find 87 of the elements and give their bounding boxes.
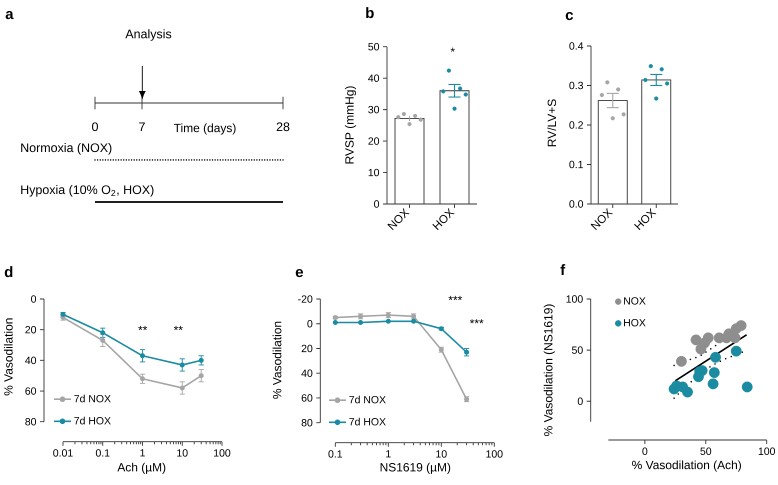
- point: [708, 378, 718, 390]
- y-tick-label: 60: [302, 394, 312, 402]
- chart-title: e: [296, 268, 303, 278]
- point: [358, 320, 364, 326]
- point: [708, 367, 720, 378]
- point: [742, 382, 753, 392]
- point: [411, 318, 416, 324]
- y-tick-label: 0.2: [569, 121, 583, 129]
- annotation: *: [450, 48, 455, 52]
- y-tick-label: 20: [368, 137, 380, 145]
- y-tick-label: 0.0: [569, 200, 584, 208]
- x-axis-title: % Vasodilation (Ach): [632, 460, 741, 472]
- x-axis-title: Ach (µM): [117, 462, 166, 474]
- point: [180, 385, 185, 390]
- chart-title: f: [560, 264, 566, 276]
- annotation: ***: [448, 296, 462, 300]
- legend-label: NOX: [624, 297, 646, 305]
- y-tick-label: 0.4: [569, 42, 584, 50]
- y-tick-label: 20: [302, 344, 312, 352]
- y-tick-label: 100: [566, 295, 583, 303]
- point: [736, 320, 747, 331]
- y-tick-label: 0: [31, 295, 36, 303]
- y-tick-label: 0: [307, 320, 312, 328]
- legend-label: 7d HOX: [74, 416, 111, 424]
- y-tick-label: 0.3: [569, 82, 584, 90]
- y-axis-title: % Vasodilation (NS1619): [544, 304, 555, 436]
- y-tick-label: 40: [301, 370, 312, 377]
- chart-title: c: [566, 12, 574, 20]
- legend-label: 7d NOX: [349, 396, 386, 404]
- x-tick-label: 0: [642, 448, 648, 455]
- y-tick-label: 40: [25, 356, 36, 364]
- point: [730, 346, 742, 357]
- point: [682, 386, 693, 398]
- x-tick-label: 1: [140, 449, 145, 456]
- point: [180, 362, 185, 368]
- annotation: **: [138, 326, 148, 330]
- y-tick-label: 0: [578, 398, 583, 405]
- legend-label: 7d HOX: [349, 418, 386, 426]
- x-tick-label: 7: [139, 122, 145, 132]
- point: [702, 332, 714, 344]
- chart-title: a: [6, 10, 14, 20]
- y-tick-label: 40: [368, 74, 380, 82]
- text: Analysis: [125, 29, 172, 41]
- x-tick-label: 1: [386, 450, 391, 458]
- chart-title: d: [4, 266, 12, 278]
- y-axis-title: % Vasodilation: [272, 322, 282, 399]
- y-tick-label: 60: [25, 387, 36, 395]
- x-tick-label: 0.01: [53, 449, 73, 457]
- x-tick-label: 0.1: [96, 449, 110, 457]
- annotation: ***: [470, 319, 484, 324]
- y-tick-label: 80: [302, 419, 312, 426]
- y-tick-label: -20: [298, 295, 312, 303]
- y-tick-label: 0.1: [569, 160, 583, 168]
- y-tick-label: 20: [25, 326, 36, 334]
- y-axis-title: % Vasodilation: [4, 318, 13, 396]
- point: [730, 332, 740, 344]
- point: [386, 318, 391, 324]
- x-axis-title: Time (days): [174, 123, 236, 135]
- x-tick-label: 10: [177, 449, 188, 457]
- y-tick-label: 10: [368, 168, 380, 176]
- x-tick-label: 50: [700, 448, 712, 455]
- y-axis-title: RV/LV+S: [547, 99, 556, 146]
- x-tick-label: 28: [276, 122, 290, 132]
- y-axis-title: RVSP (mmHg): [344, 86, 356, 164]
- x-axis-title: NS1619 (µM): [380, 462, 450, 474]
- point: [710, 352, 721, 363]
- point: [140, 353, 145, 358]
- x-tick-label: 100: [486, 450, 503, 458]
- y-tick-label: Hypoxia (10% O$_{2}$, HOX): [21, 184, 154, 197]
- annotation: **: [174, 326, 183, 330]
- y-tick-label: 80: [25, 418, 36, 426]
- y-tick-label: 0: [374, 200, 380, 208]
- x-tick-label: 0.1: [328, 450, 342, 458]
- x-tick-label: 100: [758, 448, 776, 455]
- point: [140, 376, 145, 382]
- chart-title: b: [366, 7, 374, 18]
- x-tick-label: 10: [436, 450, 447, 458]
- x-tick-label: 100: [214, 449, 230, 457]
- legend-label: HOX: [624, 318, 646, 326]
- y-tick-label: Normoxia (NOX): [21, 142, 112, 155]
- y-tick-label: 30: [368, 106, 380, 114]
- point: [676, 356, 687, 367]
- y-tick-label: 50: [572, 346, 583, 354]
- y-tick-label: 50: [368, 43, 380, 50]
- point: [690, 334, 702, 346]
- legend-label: 7d NOX: [74, 394, 111, 402]
- x-tick-label: 0: [92, 122, 98, 132]
